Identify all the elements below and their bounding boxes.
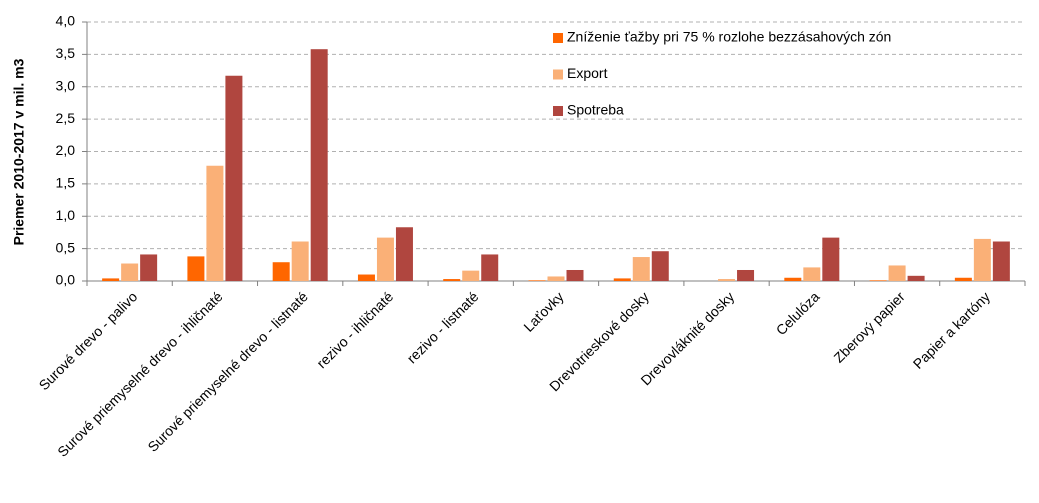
bar [973,238,991,281]
bar [651,251,669,281]
y-tick-label: 2,0 [56,142,76,158]
legend-label: Export [567,65,608,81]
x-tick-label: Zberový papier [830,288,908,366]
bar [547,276,565,281]
bar [888,265,906,281]
bar [737,269,755,281]
y-tick-label: 1,0 [56,207,76,223]
bar [462,270,480,281]
bar [632,257,650,281]
y-tick-label: 0,5 [56,239,76,255]
bar [481,254,499,281]
legend-swatch [553,106,563,116]
x-tick-label: Drevovláknité dosky [637,288,737,388]
legend-swatch [553,69,563,80]
y-tick-label: 1,5 [56,175,76,191]
y-tick-label: 2,5 [56,110,76,126]
bar [272,262,290,281]
bar [357,274,375,281]
legend-label: Zníženie ťažby pri 75 % rozlohe bezzásah… [567,29,891,45]
bar [140,254,158,281]
x-tick-label: Laťovky [520,288,566,334]
bar [395,227,413,281]
x-tick-label: Surové priemyselné drevo - ihličnaté [54,288,226,460]
bar [376,237,394,281]
bar [992,241,1010,281]
legend-swatch [553,33,563,43]
x-tick-label: Surové priemyselné drevo - listnaté [144,288,311,455]
bar [613,278,631,281]
x-tick-label: Papier a kartóny [910,288,993,371]
bar [784,277,802,281]
bar [102,278,120,281]
bar [121,263,139,281]
bar [187,256,205,281]
bar [291,241,309,281]
y-axis-label: Priemer 2010-2017 v mil. m3 [11,58,27,245]
x-tick-label: rezivo - ihličnaté [313,288,396,371]
x-tick-label: Celulóza [773,288,823,338]
bar [528,280,546,281]
bar [869,280,887,281]
x-tick-label: rezivo - listnaté [404,288,482,366]
bar [310,49,328,281]
bar [822,237,840,281]
bar [907,275,925,281]
y-tick-label: 3,0 [56,77,76,93]
bar [206,165,224,281]
bar [225,75,243,282]
bar [954,277,972,281]
bar [803,267,821,281]
y-tick-label: 3,5 [56,45,76,61]
bar [443,279,461,281]
bar [718,279,736,281]
y-tick-label: 0,0 [56,272,76,288]
legend-label: Spotreba [567,102,624,118]
bar [566,269,584,281]
y-tick-label: 4,0 [56,13,76,29]
